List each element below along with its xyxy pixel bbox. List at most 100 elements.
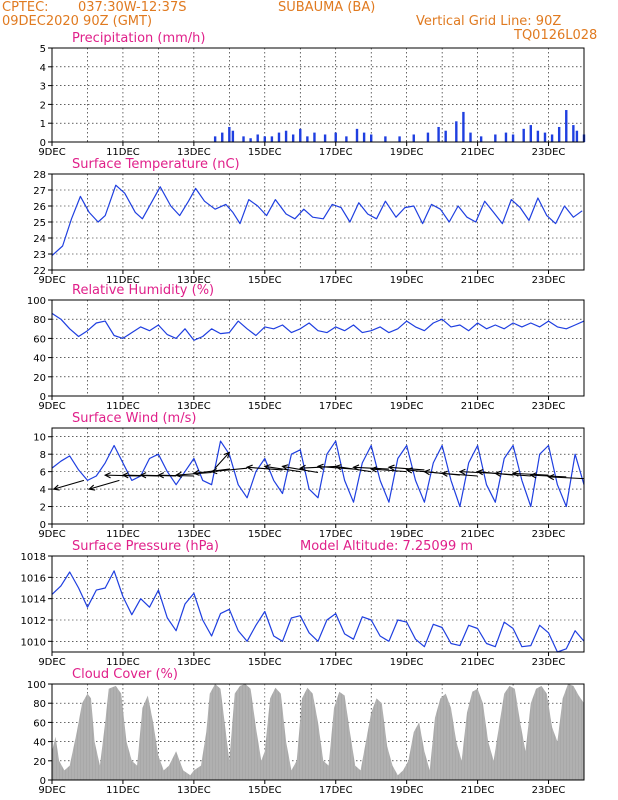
precip-bar xyxy=(306,136,309,142)
wind-arrowhead xyxy=(103,472,111,479)
precip-bar xyxy=(543,132,547,142)
wind-arrowhead xyxy=(334,464,342,471)
precip-bar xyxy=(557,126,561,142)
y-tick-label: 27 xyxy=(33,186,46,197)
x-tick-label: 15DEC xyxy=(248,529,282,540)
precip-bar xyxy=(444,130,447,142)
y-tick-label: 1018 xyxy=(21,552,46,563)
panel-precip: 0 1 2 3 4 5 9DEC 11DEC 13DEC 15DEC 17DEC 19DEC 21DEC… xyxy=(38,31,586,158)
x-tick-label: 11DEC xyxy=(106,529,140,540)
temp-line xyxy=(51,184,583,257)
x-tick-label: 13DEC xyxy=(177,275,211,286)
header-source: CPTEC: xyxy=(2,0,49,15)
wind-arrowhead xyxy=(511,470,519,477)
y-tick-label: 0 xyxy=(40,776,46,787)
precip-bar xyxy=(529,125,532,142)
wind-arrowhead xyxy=(210,468,218,475)
x-tick-label: 19DEC xyxy=(390,529,424,540)
x-tick-label: 15DEC xyxy=(248,275,282,286)
panel-title: Surface Pressure (hPa) xyxy=(72,539,219,554)
wind-arrowhead xyxy=(458,468,466,475)
wind-vector xyxy=(89,479,120,490)
wind-arrowhead xyxy=(245,464,253,471)
y-tick-label: 60 xyxy=(33,718,46,729)
wind-arrowhead xyxy=(352,464,360,471)
x-tick-label: 21DEC xyxy=(461,785,495,796)
precip-bar xyxy=(221,132,224,142)
x-tick-label: 11DEC xyxy=(106,275,140,286)
precip-bar xyxy=(522,128,525,142)
panel-title: Surface Temperature (nC) xyxy=(72,157,240,172)
precip-bar xyxy=(550,134,554,142)
x-tick-label: 17DEC xyxy=(319,657,353,668)
x-tick-label: 13DEC xyxy=(177,147,211,158)
panel-frame xyxy=(51,427,585,525)
y-tick-label: 1012 xyxy=(21,616,46,627)
x-tick-label: 19DEC xyxy=(390,275,424,286)
x-tick-label: 9DEC xyxy=(38,657,65,668)
x-tick-label: 23DEC xyxy=(532,785,566,796)
x-tick-label: 15DEC xyxy=(248,401,282,412)
y-tick-label: 0 xyxy=(40,392,46,403)
wind-vector xyxy=(513,472,549,476)
x-tick-label: 9DEC xyxy=(38,147,65,158)
panel-title: Cloud Cover (%) xyxy=(72,667,178,682)
wind-arrowhead xyxy=(223,451,231,459)
x-tick-label: 17DEC xyxy=(319,529,353,540)
precip-bar xyxy=(213,136,217,142)
y-tick-label: 20 xyxy=(33,757,46,768)
x-tick-label: 17DEC xyxy=(319,785,353,796)
precip-bar xyxy=(565,110,568,142)
precip-bar xyxy=(256,134,259,142)
x-tick-label: 9DEC xyxy=(38,785,65,796)
header-code: TQ0126L028 xyxy=(513,28,597,43)
wind-vector xyxy=(53,479,85,490)
panel-title: Surface Wind (m/s) xyxy=(72,411,196,426)
wind-vector xyxy=(548,476,585,480)
x-tick-label: 11DEC xyxy=(106,657,140,668)
y-tick-label: 6 xyxy=(40,468,46,479)
panel-frame xyxy=(51,47,585,143)
x-tick-label: 21DEC xyxy=(461,147,495,158)
panel-cloud: 0 20 40 60 80 100 9DEC 11DEC 13DEC 15DEC 17DEC 19DE… xyxy=(27,667,585,796)
precip-bar xyxy=(479,136,483,142)
x-tick-label: 17DEC xyxy=(319,147,353,158)
wind-vector xyxy=(211,467,248,473)
precip-bar xyxy=(263,136,266,142)
precip-bar xyxy=(575,130,579,142)
precip-bar xyxy=(412,134,415,142)
wind-vector xyxy=(282,465,319,474)
header-vertical-grid: Vertical Grid Line: 90Z xyxy=(416,14,561,29)
y-tick-label: 2 xyxy=(40,503,46,514)
y-tick-label: 25 xyxy=(33,218,46,229)
y-tick-label: 0 xyxy=(40,520,46,531)
wind-arrowhead xyxy=(405,467,413,474)
y-tick-label: 10 xyxy=(33,433,46,444)
precip-bar xyxy=(494,134,497,142)
model-altitude: Model Altitude: 7.25099 m xyxy=(300,539,473,554)
x-tick-label: 21DEC xyxy=(461,275,495,286)
x-tick-label: 23DEC xyxy=(532,275,566,286)
x-tick-label: 19DEC xyxy=(390,147,424,158)
x-tick-label: 15DEC xyxy=(248,657,282,668)
y-tick-label: 23 xyxy=(33,250,46,261)
panel-wind: 0 2 4 6 8 10 9DEC 11DEC 13DEC 15DEC 17DEC 19DEC 21DE… xyxy=(33,411,585,540)
x-tick-label: 13DEC xyxy=(177,657,211,668)
precip-bar xyxy=(313,132,316,142)
precip-bar xyxy=(384,136,387,142)
wind-vector xyxy=(530,474,567,478)
wind-vector xyxy=(495,472,531,477)
x-tick-label: 15DEC xyxy=(248,785,282,796)
wind-arrowhead xyxy=(299,464,307,471)
x-tick-label: 19DEC xyxy=(390,657,424,668)
x-tick-label: 23DEC xyxy=(532,657,566,668)
wind-vector xyxy=(353,466,389,470)
y-tick-label: 0 xyxy=(40,138,46,149)
precip-bar xyxy=(270,136,274,142)
wind-vector xyxy=(214,452,230,469)
x-tick-label: 13DEC xyxy=(177,529,211,540)
precip-bar xyxy=(572,125,575,142)
precip-bar xyxy=(370,134,373,142)
x-tick-label: 13DEC xyxy=(177,785,211,796)
